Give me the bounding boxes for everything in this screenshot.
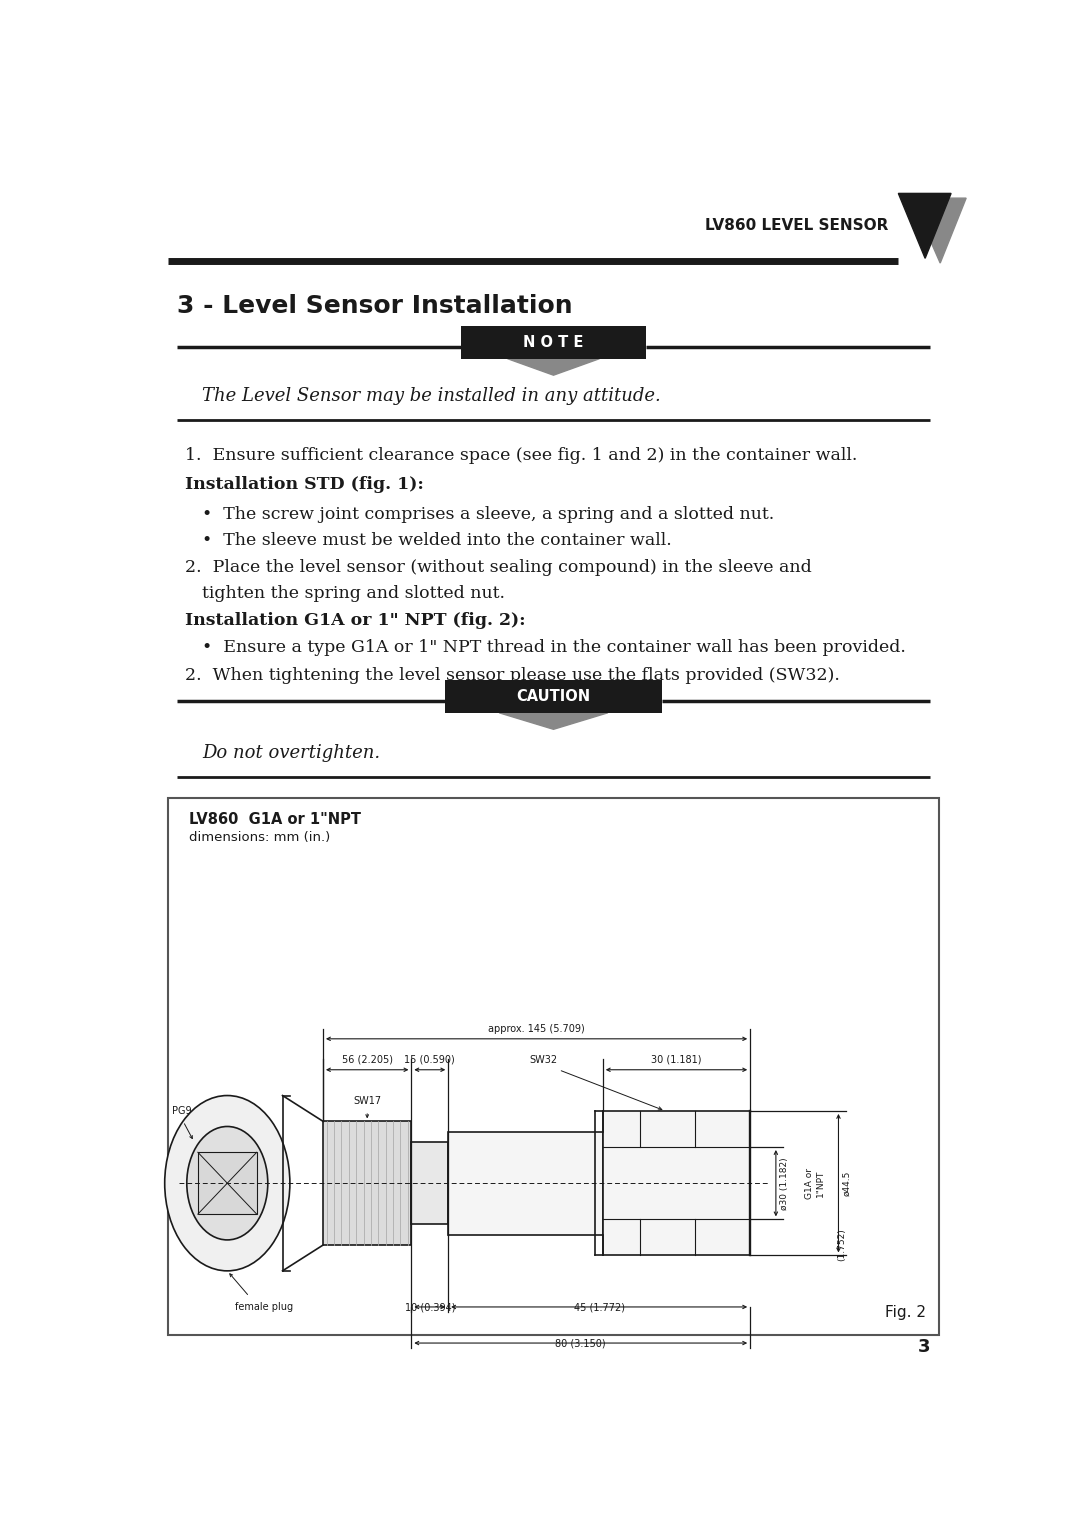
Text: ø30 (1.182): ø30 (1.182) xyxy=(780,1157,788,1210)
Circle shape xyxy=(165,1096,289,1271)
Polygon shape xyxy=(912,198,967,264)
Text: 1.  Ensure sufficient clearance space (see fig. 1 and 2) in the container wall.: 1. Ensure sufficient clearance space (se… xyxy=(186,448,858,464)
FancyBboxPatch shape xyxy=(461,325,646,359)
Bar xyxy=(411,1142,448,1225)
Text: G1A or: G1A or xyxy=(805,1168,813,1199)
Text: PG9: PG9 xyxy=(172,1107,191,1116)
Text: N O T E: N O T E xyxy=(524,334,583,350)
Text: 3 - Level Sensor Installation: 3 - Level Sensor Installation xyxy=(177,293,572,317)
Text: SW17: SW17 xyxy=(353,1096,381,1105)
Text: approx. 145 (5.709): approx. 145 (5.709) xyxy=(488,1024,585,1033)
Text: ø44.5: ø44.5 xyxy=(842,1171,851,1196)
Bar xyxy=(603,1111,751,1256)
Text: LV860 LEVEL SENSOR: LV860 LEVEL SENSOR xyxy=(705,218,889,233)
Text: 15 (0.590): 15 (0.590) xyxy=(404,1055,455,1064)
Text: tighten the spring and slotted nut.: tighten the spring and slotted nut. xyxy=(202,586,505,602)
Polygon shape xyxy=(508,359,599,376)
FancyBboxPatch shape xyxy=(445,679,662,713)
Text: 1"NPT: 1"NPT xyxy=(815,1170,824,1197)
Text: •  The sleeve must be welded into the container wall.: • The sleeve must be welded into the con… xyxy=(202,532,672,549)
Bar xyxy=(323,1121,411,1245)
Polygon shape xyxy=(899,193,951,259)
FancyBboxPatch shape xyxy=(168,797,939,1335)
Text: Do not overtighten.: Do not overtighten. xyxy=(202,744,380,762)
Text: 2.  When tightening the level sensor please use the flats provided (SW32).: 2. When tightening the level sensor plea… xyxy=(186,667,840,684)
Text: SW32: SW32 xyxy=(530,1055,558,1064)
Text: CAUTION: CAUTION xyxy=(516,688,591,704)
Bar xyxy=(448,1131,603,1234)
Text: 10 (0.394): 10 (0.394) xyxy=(405,1302,455,1312)
Text: 3: 3 xyxy=(918,1338,930,1355)
Text: female plug: female plug xyxy=(235,1302,293,1312)
Text: 80 (3.150): 80 (3.150) xyxy=(555,1338,606,1348)
Polygon shape xyxy=(508,336,599,351)
Text: LV860  G1A or 1"NPT: LV860 G1A or 1"NPT xyxy=(189,812,362,826)
Text: dimensions: mm (in.): dimensions: mm (in.) xyxy=(189,831,330,843)
Polygon shape xyxy=(499,713,608,730)
Text: The Level Sensor may be installed in any attitude.: The Level Sensor may be installed in any… xyxy=(202,388,661,405)
Text: •  The screw joint comprises a sleeve, a spring and a slotted nut.: • The screw joint comprises a sleeve, a … xyxy=(202,506,774,523)
Text: (1.752): (1.752) xyxy=(838,1229,847,1262)
Text: •  Ensure a type G1A or 1" NPT thread in the container wall has been provided.: • Ensure a type G1A or 1" NPT thread in … xyxy=(202,639,906,656)
Circle shape xyxy=(187,1127,268,1240)
Text: Installation G1A or 1" NPT (fig. 2):: Installation G1A or 1" NPT (fig. 2): xyxy=(186,612,526,629)
Text: Installation STD (fig. 1):: Installation STD (fig. 1): xyxy=(186,477,424,494)
Bar xyxy=(198,1153,257,1214)
Text: Fig. 2: Fig. 2 xyxy=(885,1305,926,1320)
Text: 56 (2.205): 56 (2.205) xyxy=(341,1055,393,1064)
Text: 30 (1.181): 30 (1.181) xyxy=(651,1055,702,1064)
Polygon shape xyxy=(499,690,608,705)
Text: 45 (1.772): 45 (1.772) xyxy=(573,1302,624,1312)
Text: 2.  Place the level sensor (without sealing compound) in the sleeve and: 2. Place the level sensor (without seali… xyxy=(186,560,812,576)
